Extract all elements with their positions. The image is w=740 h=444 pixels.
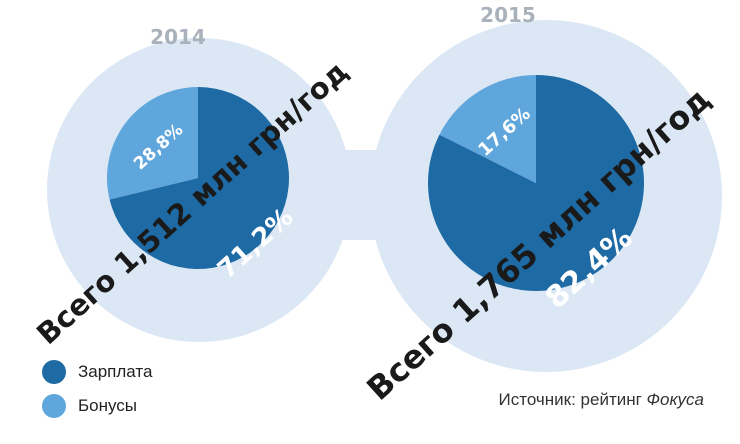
year-label-2015: 2015: [480, 3, 536, 27]
legend-swatch-bonus: [42, 394, 66, 418]
legend-label-salary: Зарплата: [78, 362, 153, 381]
legend-item-bonus: Бонусы: [42, 392, 152, 420]
legend-label-bonus: Бонусы: [78, 396, 138, 415]
legend-item-salary: Зарплата: [42, 358, 152, 386]
pie-slice-bonus: [107, 87, 198, 200]
background-neck: [300, 150, 440, 240]
source-name: Фокуса: [646, 390, 704, 409]
pie-slice-salary: [109, 87, 289, 269]
legend-swatch-salary: [42, 360, 66, 384]
source-prefix: Источник: рейтинг: [498, 390, 647, 409]
pie-slice-bonus: [439, 75, 536, 183]
year-label-2014: 2014: [150, 25, 206, 49]
source-note: Источник: рейтинг Фокуса: [499, 390, 704, 410]
legend: Зарплата Бонусы: [42, 358, 152, 426]
